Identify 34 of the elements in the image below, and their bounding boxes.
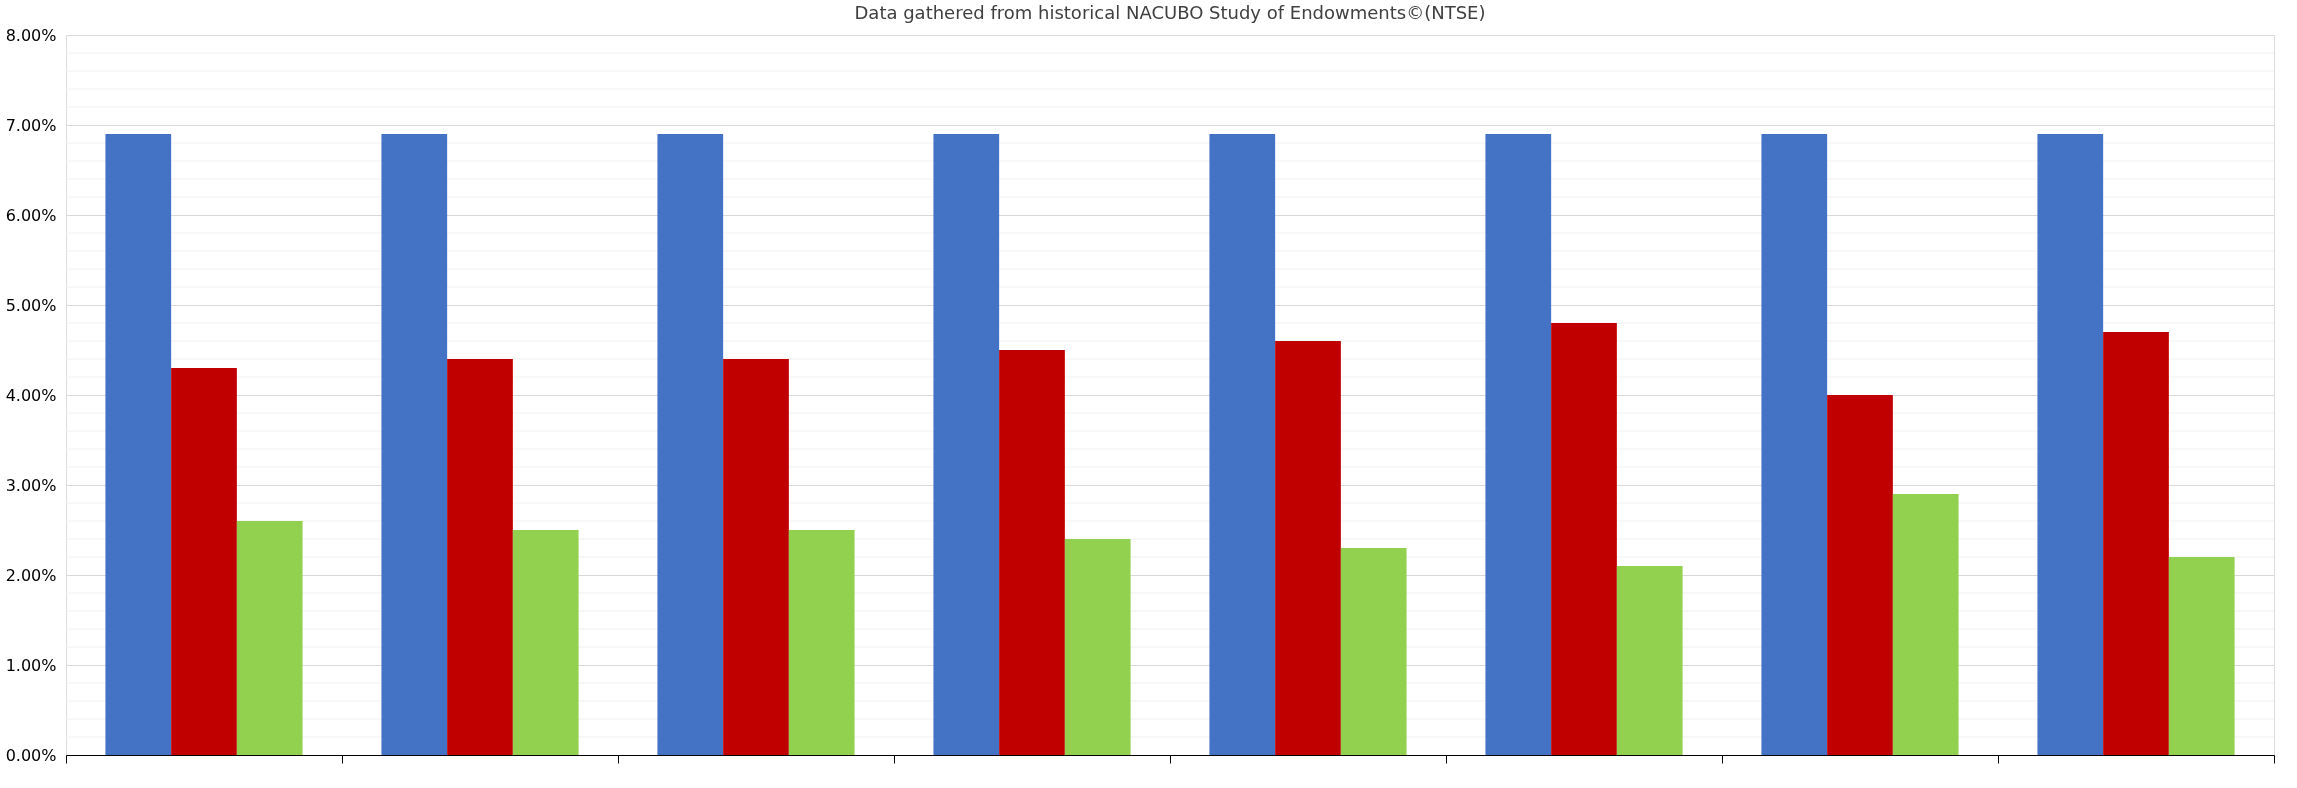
bar xyxy=(447,359,513,755)
bar xyxy=(512,530,579,755)
bar xyxy=(933,134,1000,755)
bar xyxy=(1616,566,1683,755)
bar xyxy=(1485,134,1552,755)
bar xyxy=(657,134,724,755)
bar xyxy=(2103,332,2169,755)
bar xyxy=(1340,548,1407,755)
bar xyxy=(1209,134,1276,755)
bar xyxy=(105,134,172,755)
bar xyxy=(2168,557,2235,755)
y-tick-label: 4.00% xyxy=(5,385,57,405)
bar xyxy=(723,359,789,755)
bar xyxy=(2037,134,2104,755)
y-tick-label: 1.00% xyxy=(5,655,57,675)
chart-subtitle: Data gathered from historical NACUBO Study of Endowments©(NTSE) xyxy=(854,2,1486,23)
y-tick-label: 7.00% xyxy=(5,115,57,135)
bar xyxy=(1827,395,1893,755)
y-tick-label: 0.00% xyxy=(5,745,57,765)
bar xyxy=(1551,323,1617,755)
bar xyxy=(1275,341,1341,755)
y-tick-label: 6.00% xyxy=(5,205,57,225)
y-tick-label: 2.00% xyxy=(5,565,57,585)
y-tick-label: 5.00% xyxy=(5,295,57,315)
bar xyxy=(171,368,237,755)
bar xyxy=(381,134,448,755)
bar xyxy=(1064,539,1131,755)
bar xyxy=(1761,134,1828,755)
bar xyxy=(1892,494,1959,755)
bar xyxy=(236,521,303,755)
y-tick-label: 3.00% xyxy=(5,475,57,495)
y-tick-label: 8.00% xyxy=(5,25,57,45)
bar xyxy=(788,530,855,755)
bar xyxy=(999,350,1065,755)
